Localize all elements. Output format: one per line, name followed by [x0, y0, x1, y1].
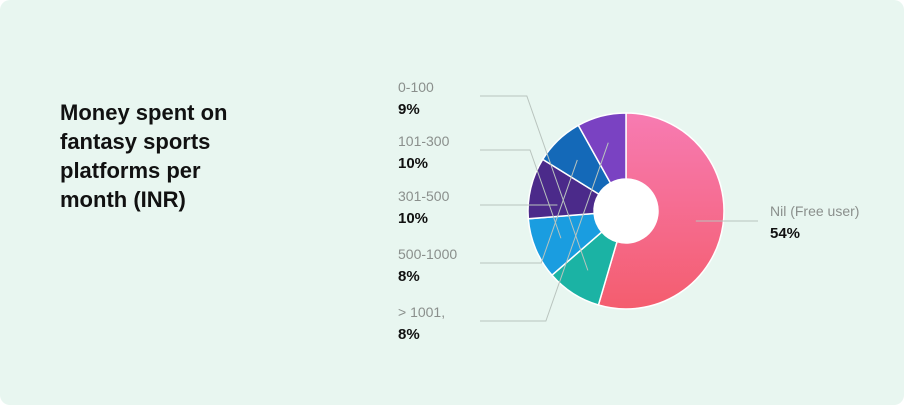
label-500-1000: 500-1000	[398, 246, 457, 262]
label-1001: > 1001,	[398, 304, 445, 320]
value-label-nil-free-user: 54%	[770, 225, 800, 242]
value-label-1001: 8%	[398, 326, 420, 343]
value-label-101-300: 10%	[398, 155, 428, 172]
label-301-500: 301-500	[398, 188, 450, 204]
leader-line-101-300	[480, 149, 562, 239]
donut-hole	[594, 179, 658, 243]
label-0-100: 0-100	[398, 79, 434, 95]
value-label-500-1000: 8%	[398, 268, 420, 285]
value-label-0-100: 9%	[398, 101, 420, 118]
leader-line-500-1000	[480, 159, 578, 264]
leader-line-1001	[480, 142, 609, 322]
chart-title: Money spent on fantasy sports platforms …	[60, 100, 228, 212]
label-101-300: 101-300	[398, 133, 450, 149]
value-label-301-500: 10%	[398, 210, 428, 227]
label-nil-free-user: Nil (Free user)	[770, 203, 859, 219]
leader-line-0-100	[480, 95, 589, 271]
